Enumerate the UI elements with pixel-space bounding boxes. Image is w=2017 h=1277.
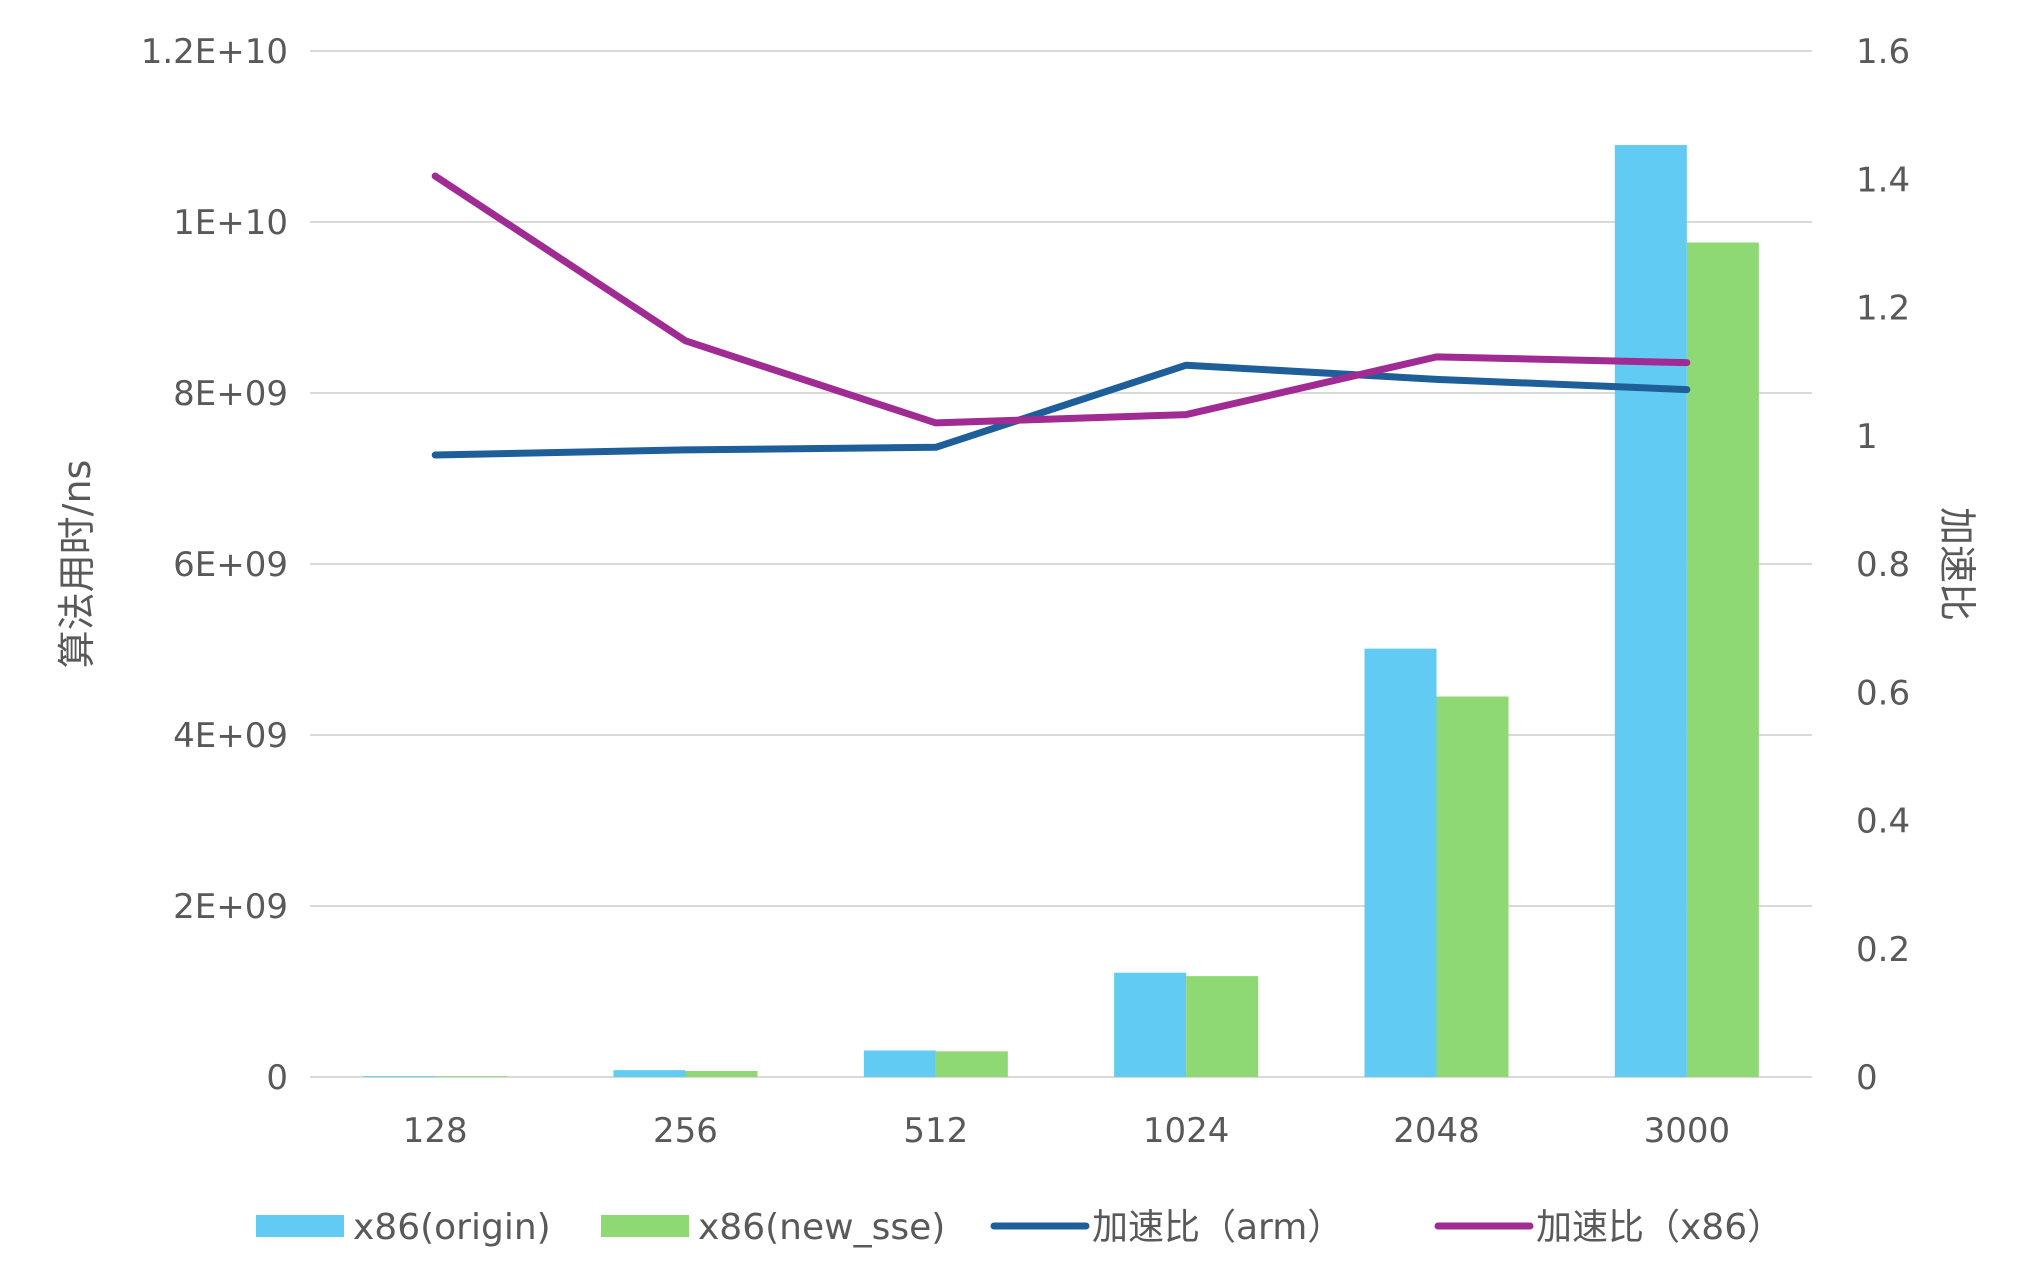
x-axis-ticks: 128 256 512 1024 2048 3000 xyxy=(403,1111,1730,1151)
left-axis-title: 算法用时/ns xyxy=(55,460,99,669)
legend-label: x86(new_sse) xyxy=(698,1207,945,1248)
x-tick-label: 2048 xyxy=(1393,1111,1480,1151)
left-tick-label: 4E+09 xyxy=(173,716,288,756)
gridlines xyxy=(310,50,1812,1078)
right-tick-label: 0.6 xyxy=(1856,673,1910,713)
bar-new-sse xyxy=(685,1071,758,1077)
legend-label: 加速比（x86） xyxy=(1536,1207,1783,1248)
bar-origin xyxy=(613,1070,686,1077)
left-tick-label: 6E+09 xyxy=(173,545,288,585)
series-line-arm xyxy=(431,361,1691,459)
right-tick-label: 0.4 xyxy=(1856,802,1910,842)
right-tick-label: 1 xyxy=(1856,417,1878,457)
x-tick-label: 128 xyxy=(403,1111,468,1151)
left-tick-label: 8E+09 xyxy=(173,374,288,414)
bar-origin xyxy=(1364,648,1437,1077)
right-axis-title: 加速比 xyxy=(1935,507,1979,621)
bar-new-sse xyxy=(1186,976,1259,1077)
series-line-x86 xyxy=(431,172,1691,427)
bars xyxy=(363,145,1759,1078)
bar-new-sse xyxy=(935,1051,1008,1077)
right-tick-label: 1.6 xyxy=(1856,32,1910,72)
right-axis-ticks: 0 0.2 0.4 0.6 0.8 1 1.2 1.4 1.6 xyxy=(1856,32,1910,1098)
x-tick-label: 1024 xyxy=(1143,1111,1230,1151)
bar-origin xyxy=(863,1050,936,1077)
bar-origin xyxy=(1614,145,1687,1078)
x-tick-label: 512 xyxy=(903,1111,968,1151)
bar-new-sse xyxy=(435,1076,508,1077)
legend-swatch xyxy=(601,1215,689,1237)
right-tick-label: 1.2 xyxy=(1856,289,1910,329)
x-tick-label: 256 xyxy=(653,1111,718,1151)
left-tick-label: 1E+10 xyxy=(173,203,288,243)
right-tick-label: 0.2 xyxy=(1856,930,1910,970)
x-tick-label: 3000 xyxy=(1644,1111,1731,1151)
lines xyxy=(431,172,1691,459)
bar-new-sse xyxy=(1436,696,1509,1077)
left-tick-label: 2E+09 xyxy=(173,887,288,927)
bar-origin xyxy=(1114,972,1187,1077)
bar-origin xyxy=(363,1076,436,1077)
legend: x86(origin) x86(new_sse) 加速比（arm） 加速比（x86） xyxy=(256,1207,1783,1248)
legend-swatch xyxy=(256,1215,344,1237)
bar-new-sse xyxy=(1686,242,1759,1077)
left-tick-label: 0 xyxy=(266,1058,288,1098)
legend-label: x86(origin) xyxy=(353,1207,551,1248)
left-axis-ticks: 0 2E+09 4E+09 6E+09 8E+09 1E+10 1.2E+10 xyxy=(141,32,288,1098)
right-tick-label: 0 xyxy=(1856,1058,1878,1098)
left-tick-label: 1.2E+10 xyxy=(141,32,288,72)
right-tick-label: 1.4 xyxy=(1856,160,1910,200)
right-tick-label: 0.8 xyxy=(1856,545,1910,585)
legend-label: 加速比（arm） xyxy=(1092,1207,1343,1248)
